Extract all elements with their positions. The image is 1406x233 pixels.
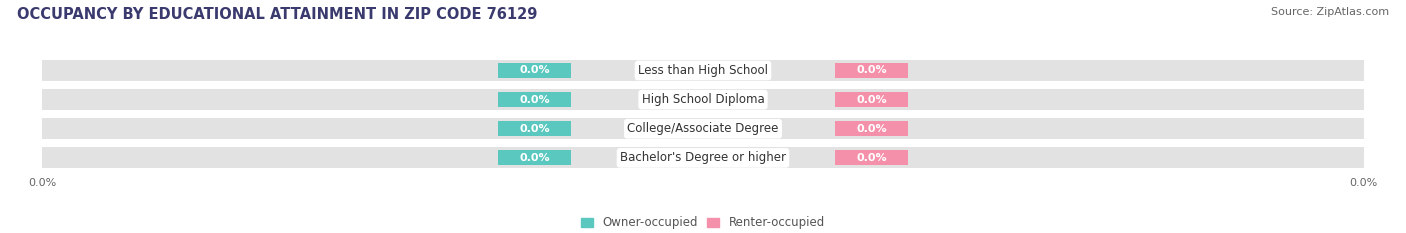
Bar: [498, 150, 571, 165]
Text: Source: ZipAtlas.com: Source: ZipAtlas.com: [1271, 7, 1389, 17]
Legend: Owner-occupied, Renter-occupied: Owner-occupied, Renter-occupied: [576, 212, 830, 233]
Bar: [835, 150, 908, 165]
Text: College/Associate Degree: College/Associate Degree: [627, 122, 779, 135]
Bar: [835, 92, 908, 107]
Text: Bachelor's Degree or higher: Bachelor's Degree or higher: [620, 151, 786, 164]
Bar: [835, 121, 908, 136]
Bar: [498, 121, 571, 136]
Bar: [498, 63, 571, 78]
Text: 0.0%: 0.0%: [519, 153, 550, 163]
Text: 0.0%: 0.0%: [856, 124, 887, 134]
Text: 0.0%: 0.0%: [519, 95, 550, 105]
Bar: [42, 147, 1364, 168]
Text: High School Diploma: High School Diploma: [641, 93, 765, 106]
Text: 0.0%: 0.0%: [856, 65, 887, 75]
Text: 0.0%: 0.0%: [519, 65, 550, 75]
Bar: [42, 60, 1364, 81]
Bar: [42, 89, 1364, 110]
Text: Less than High School: Less than High School: [638, 64, 768, 77]
Text: 0.0%: 0.0%: [856, 95, 887, 105]
Bar: [42, 118, 1364, 139]
Text: 0.0%: 0.0%: [519, 124, 550, 134]
Bar: [498, 92, 571, 107]
Text: OCCUPANCY BY EDUCATIONAL ATTAINMENT IN ZIP CODE 76129: OCCUPANCY BY EDUCATIONAL ATTAINMENT IN Z…: [17, 7, 537, 22]
Bar: [835, 63, 908, 78]
Text: 0.0%: 0.0%: [856, 153, 887, 163]
